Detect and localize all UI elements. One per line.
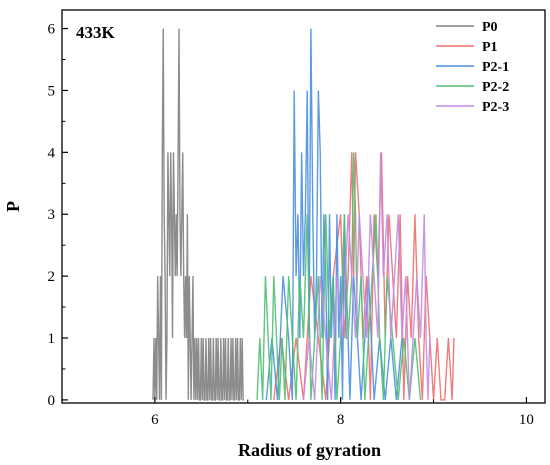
legend-item-p1: P1: [436, 40, 498, 55]
series-line-p0: [152, 28, 245, 401]
legend-label: P1: [482, 40, 498, 55]
legend: P0 P1 P2-1 P2-2 P2-3: [436, 20, 509, 115]
legend-label: P0: [482, 20, 498, 35]
legend-item-p0: P0: [436, 20, 498, 35]
y-tick-label: 6: [48, 22, 56, 38]
x-tick-label: 10: [519, 412, 534, 428]
legend-item-p2-3: P2-3: [436, 100, 509, 115]
y-tick-label: 1: [48, 331, 56, 347]
legend-item-p2-1: P2-1: [436, 60, 509, 75]
x-tick-label: 8: [337, 412, 345, 428]
x-axis-label: Radius of gyration: [238, 440, 381, 460]
legend-label: P2-3: [482, 100, 509, 115]
ticks-layer: 0 1 2 3 4 5 6 6 8 10: [48, 22, 534, 428]
x-tick-label: 6: [151, 412, 159, 428]
y-tick-label: 3: [48, 207, 56, 223]
temperature-annotation: 433K: [76, 23, 116, 42]
y-tick-label: 0: [48, 393, 56, 409]
series-line-p2-2: [256, 152, 422, 400]
series-line-p2-3: [302, 152, 431, 400]
legend-item-p2-2: P2-2: [436, 80, 509, 95]
y-axis-label: P: [3, 201, 23, 212]
legend-label: P2-1: [482, 60, 509, 75]
y-tick-label: 5: [48, 83, 56, 99]
legend-label: P2-2: [482, 80, 509, 95]
plot-frame: [61, 9, 546, 404]
series-layer: [152, 28, 455, 401]
y-tick-label: 4: [48, 145, 56, 161]
y-tick-label: 2: [48, 269, 56, 285]
series-line-p2-1: [265, 28, 403, 400]
